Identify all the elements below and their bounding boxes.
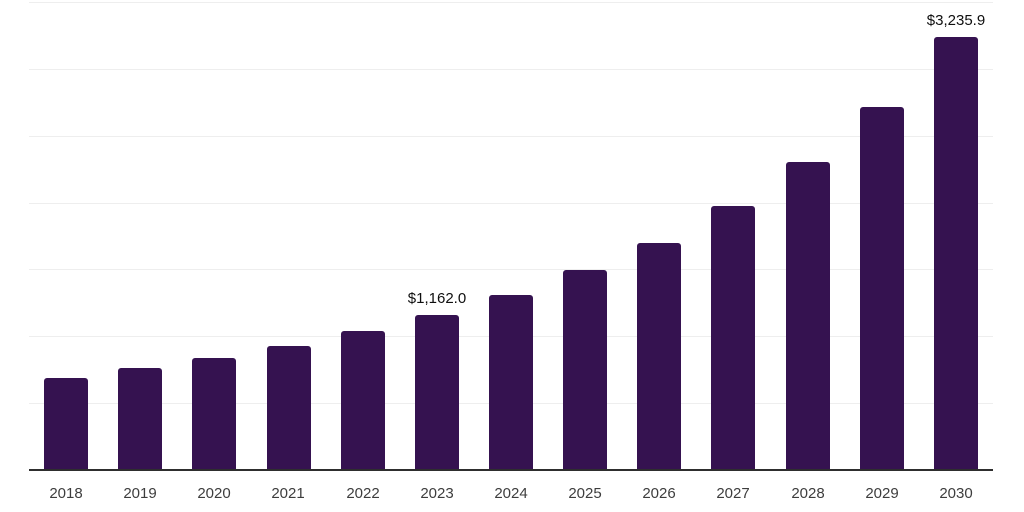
- bar-2026: [637, 243, 681, 470]
- bar-2027: [711, 206, 755, 470]
- bar-2022: [341, 331, 385, 470]
- x-tick-label-2026: 2026: [642, 485, 676, 502]
- bar-2019: [118, 368, 162, 470]
- gridline: [29, 203, 993, 204]
- x-tick-label-2018: 2018: [49, 485, 83, 502]
- x-tick-label-2022: 2022: [346, 485, 380, 502]
- x-axis-line: [29, 469, 993, 471]
- gridline: [29, 136, 993, 137]
- bar-2023: [415, 315, 459, 470]
- gridline: [29, 69, 993, 70]
- gridline: [29, 269, 993, 270]
- x-tick-label-2027: 2027: [716, 485, 750, 502]
- bar-2029: [860, 107, 904, 470]
- gridline: [29, 2, 993, 3]
- x-tick-label-2030: 2030: [939, 485, 973, 502]
- x-tick-label-2019: 2019: [123, 485, 157, 502]
- x-tick-label-2023: 2023: [420, 485, 454, 502]
- x-tick-label-2029: 2029: [865, 485, 899, 502]
- bar-2030: [934, 37, 978, 470]
- x-tick-label-2020: 2020: [197, 485, 231, 502]
- x-tick-label-2024: 2024: [494, 485, 528, 502]
- bar-2028: [786, 162, 830, 470]
- value-label-2030: $3,235.9: [926, 12, 986, 29]
- x-tick-label-2028: 2028: [791, 485, 825, 502]
- value-label-2023: $1,162.0: [407, 290, 467, 307]
- bar-2020: [192, 358, 236, 470]
- x-tick-label-2021: 2021: [271, 485, 305, 502]
- bar-2018: [44, 378, 88, 470]
- bar-2021: [267, 346, 311, 470]
- x-tick-label-2025: 2025: [568, 485, 602, 502]
- bar-2025: [563, 270, 607, 470]
- bar-2024: [489, 295, 533, 470]
